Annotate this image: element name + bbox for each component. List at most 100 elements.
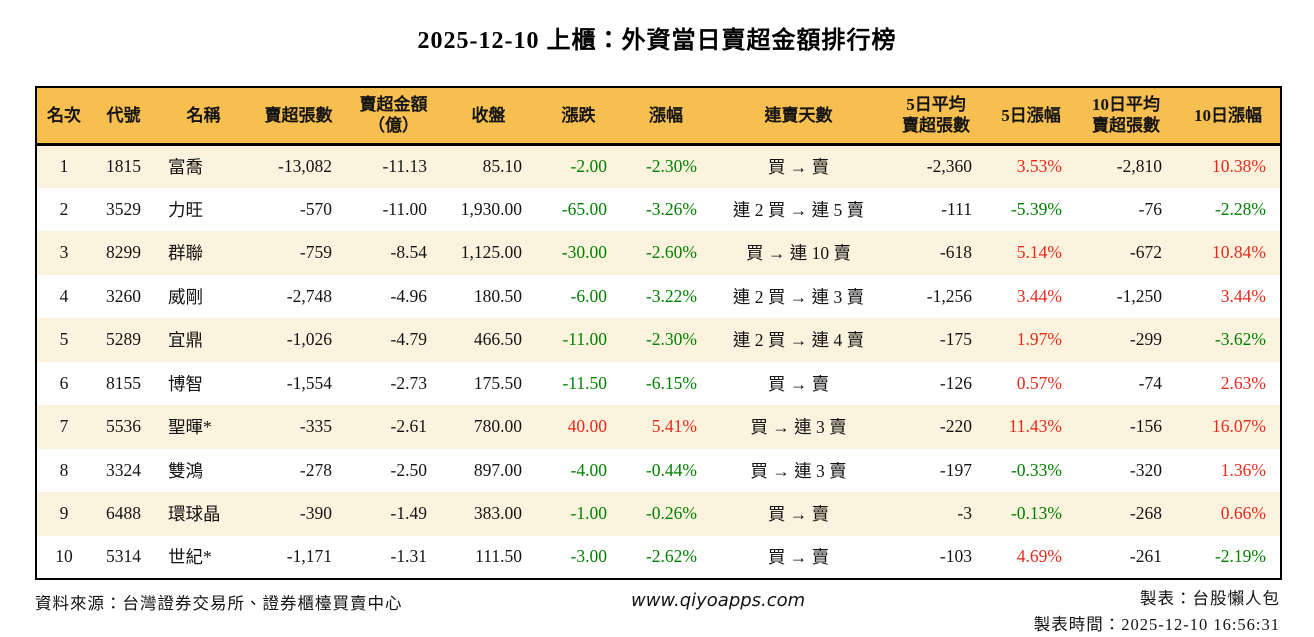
cell-streak: 連 2 買 → 連 3 賣 [732, 286, 865, 307]
table-row: 8 3324 雙鴻 -278 -2.50 897.00 -4.00 -0.44%… [36, 448, 1281, 492]
table-row: 9 6488 環球晶 -390 -1.49 383.00 -1.00 -0.26… [36, 492, 1281, 536]
cell-sell-amount: -2.61 [390, 416, 427, 437]
cell-pct5: 1.97% [1016, 329, 1062, 350]
cell-rank: 9 [59, 503, 69, 524]
cell-avg10-shares: -74 [1138, 372, 1162, 393]
cell-avg5-shares: -111 [941, 198, 972, 219]
cell-avg10-shares: -76 [1138, 198, 1162, 219]
cell-sell-shares: -278 [299, 459, 332, 480]
table-header: 名次 代號 名稱 賣超張數 賣超金額 （億） 收盤 漲跌 漲幅 連賣天數 5日平… [36, 87, 1281, 146]
cell-sell-amount: -4.79 [390, 329, 427, 350]
cell-close: 383.00 [473, 503, 522, 524]
cell-streak: 買 → 賣 [767, 504, 830, 525]
ranking-table: 名次 代號 名稱 賣超張數 賣超金額 （億） 收盤 漲跌 漲幅 連賣天數 5日平… [35, 86, 1282, 580]
cell-close: 180.50 [473, 285, 522, 306]
cell-rank: 4 [59, 285, 69, 306]
cell-code: 8155 [106, 372, 141, 393]
cell-name: 聖暉* [168, 417, 212, 438]
cell-code: 3324 [106, 459, 141, 480]
cell-name: 富喬 [168, 157, 203, 177]
cell-avg10-shares: -261 [1129, 546, 1162, 567]
header-sell-shares: 賣超張數 [251, 87, 346, 146]
cell-pct10: 10.38% [1212, 156, 1266, 176]
cell-change: -30.00 [561, 242, 607, 263]
cell-pct5: -0.13% [1010, 503, 1062, 524]
cell-change-pct: -2.30% [645, 156, 697, 176]
cell-code: 5536 [106, 416, 141, 437]
cell-pct5: 3.53% [1016, 156, 1062, 176]
cell-change-pct: -6.15% [645, 372, 697, 393]
cell-avg5-shares: -2,360 [926, 156, 972, 176]
cell-change: -1.00 [570, 503, 607, 524]
header-code: 代號 [91, 87, 156, 146]
cell-change: -11.50 [562, 372, 607, 393]
generated-time-label: 製表時間：2025-12-10 16:56:31 [1033, 614, 1280, 634]
cell-change-pct: -2.60% [645, 242, 697, 263]
cell-sell-shares: -759 [299, 242, 332, 263]
header-avg5-shares: 5日平均 賣超張數 [886, 87, 986, 146]
cell-name: 威剛 [168, 286, 203, 307]
cell-avg10-shares: -2,810 [1116, 156, 1162, 176]
cell-close: 1,125.00 [460, 242, 522, 263]
cell-close: 897.00 [473, 459, 522, 480]
cell-avg5-shares: -618 [939, 242, 972, 263]
cell-avg5-shares: -175 [939, 329, 972, 350]
header-rank: 名次 [36, 87, 91, 146]
cell-name: 雙鴻 [168, 460, 203, 481]
header-change: 漲跌 [536, 87, 621, 146]
cell-streak: 買 → 連 3 賣 [750, 417, 847, 438]
cell-change-pct: -3.26% [645, 198, 697, 219]
cell-code: 3529 [106, 198, 141, 219]
cell-rank: 6 [59, 372, 69, 393]
cell-code: 6488 [106, 503, 141, 524]
cell-sell-shares: -570 [299, 198, 332, 219]
header-row: 名次 代號 名稱 賣超張數 賣超金額 （億） 收盤 漲跌 漲幅 連賣天數 5日平… [36, 87, 1281, 146]
cell-sell-shares: -390 [299, 503, 332, 524]
cell-change: -2.00 [570, 156, 607, 176]
cell-streak: 連 2 買 → 連 5 賣 [732, 199, 865, 220]
header-name: 名稱 [156, 87, 251, 146]
cell-sell-shares: -2,748 [286, 285, 332, 306]
cell-rank: 8 [59, 459, 69, 480]
cell-pct10: -3.62% [1214, 329, 1266, 350]
table-row: 6 8155 博智 -1,554 -2.73 175.50 -11.50 -6.… [36, 361, 1281, 405]
cell-avg5-shares: -197 [939, 459, 972, 480]
cell-streak: 買 → 賣 [767, 157, 830, 177]
cell-pct10: 3.44% [1220, 285, 1266, 306]
cell-rank: 5 [59, 329, 69, 350]
cell-pct10: 1.36% [1220, 459, 1266, 480]
cell-code: 8299 [106, 242, 141, 263]
cell-streak: 買 → 賣 [767, 373, 830, 394]
header-pct10: 10日漲幅 [1176, 87, 1281, 146]
table-row: 3 8299 群聯 -759 -8.54 1,125.00 -30.00 -2.… [36, 231, 1281, 275]
cell-pct5: 0.57% [1016, 372, 1062, 393]
cell-rank: 10 [55, 546, 73, 567]
cell-rank: 3 [59, 242, 69, 263]
cell-name: 博智 [168, 373, 203, 394]
cell-pct5: 11.43% [1008, 416, 1062, 437]
cell-avg10-shares: -1,250 [1116, 285, 1162, 306]
cell-change-pct: -2.62% [645, 546, 697, 567]
cell-avg5-shares: -1,256 [926, 285, 972, 306]
cell-change: -6.00 [570, 285, 607, 306]
cell-name: 群聯 [168, 243, 203, 264]
data-source-note: 資料來源：台灣證券交易所、證券櫃檯買賣中心 [35, 594, 403, 613]
cell-avg10-shares: -268 [1129, 503, 1162, 524]
header-change-pct: 漲幅 [621, 87, 711, 146]
cell-avg5-shares: -126 [939, 372, 972, 393]
table-row: 1 1815 富喬 -13,082 -11.13 85.10 -2.00 -2.… [36, 144, 1281, 188]
cell-name: 宜鼎 [168, 330, 203, 351]
cell-streak: 買 → 賣 [767, 547, 830, 568]
cell-sell-amount: -2.73 [390, 372, 427, 393]
cell-rank: 7 [59, 416, 69, 437]
cell-pct10: 2.63% [1220, 372, 1266, 393]
report-page: { "title": "2025-12-10 上櫃：外資當日賣超金額排行榜", … [0, 20, 1314, 634]
header-pct5: 5日漲幅 [986, 87, 1076, 146]
cell-avg10-shares: -320 [1129, 459, 1162, 480]
cell-close: 466.50 [473, 329, 522, 350]
cell-close: 111.50 [475, 546, 522, 567]
website-label: www.qiyoapps.com [630, 590, 806, 611]
cell-change-pct: -0.44% [645, 459, 697, 480]
table-body: 1 1815 富喬 -13,082 -11.13 85.10 -2.00 -2.… [36, 144, 1281, 579]
cell-close: 85.10 [482, 156, 522, 176]
